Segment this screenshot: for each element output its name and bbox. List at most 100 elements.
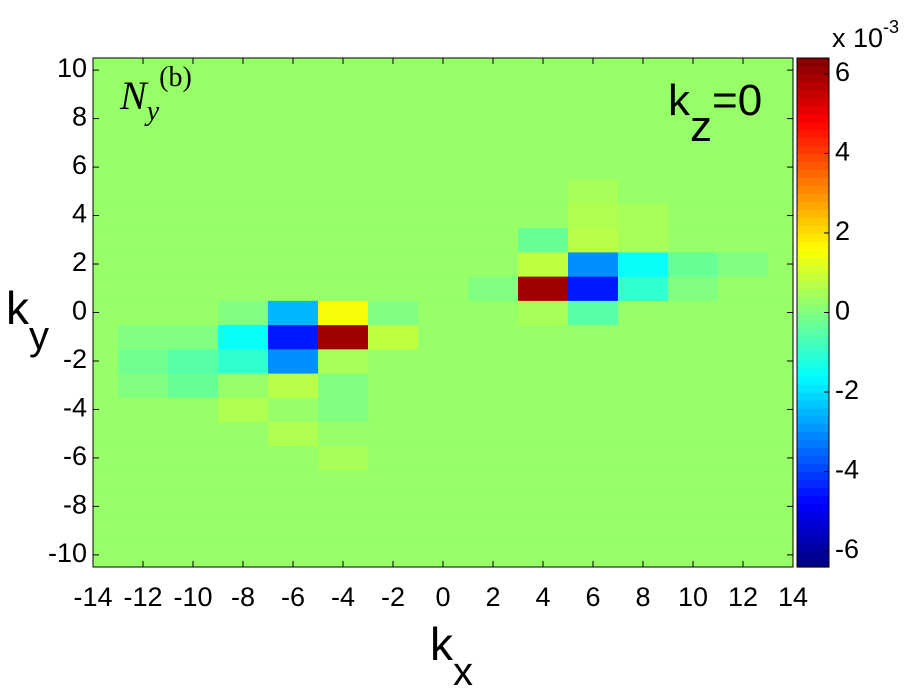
heat-cell — [318, 203, 369, 229]
heat-cell — [618, 470, 669, 495]
heat-cell — [93, 373, 119, 398]
x-tick-label: 12 — [728, 582, 758, 612]
heat-cell — [568, 494, 619, 520]
heat-cell — [718, 470, 769, 495]
title-base: N — [119, 73, 149, 118]
y-tick-label: 2 — [72, 247, 87, 277]
heat-cell — [368, 203, 419, 229]
x-tick-label: -2 — [381, 582, 405, 612]
heat-cell — [618, 227, 669, 253]
heat-cell — [568, 276, 619, 301]
heat-cell — [668, 154, 719, 180]
heat-cell — [318, 82, 369, 107]
heat-cell — [418, 203, 469, 229]
heat-cell — [168, 421, 219, 447]
heat-cell — [218, 203, 269, 229]
annotation: kz=0 — [668, 76, 762, 151]
heat-cell — [718, 130, 769, 156]
heat-cell — [118, 494, 169, 520]
heat-cell — [318, 324, 369, 350]
heat-cell — [618, 445, 669, 471]
heat-cell — [168, 300, 219, 326]
heat-cell — [718, 203, 769, 229]
y-axis-label: ky — [6, 282, 49, 357]
heat-cell — [368, 373, 419, 398]
heat-cell — [218, 324, 269, 350]
heat-cell — [768, 227, 793, 253]
colorbar-swatch — [797, 153, 829, 162]
heat-cell — [268, 300, 319, 326]
colorbar-swatch — [797, 296, 829, 306]
heat-cell — [168, 179, 219, 204]
heat-cell — [568, 421, 619, 447]
heat-cell — [618, 130, 669, 156]
heat-cell — [668, 227, 719, 253]
colorbar-label-sup: -3 — [883, 17, 899, 37]
colorbar-swatch — [797, 304, 829, 314]
colorbar-tick-label: 0 — [835, 296, 850, 326]
heat-cell — [118, 276, 169, 301]
heat-cell — [268, 348, 319, 374]
colorbar-swatch — [797, 376, 829, 385]
colorbar-swatch — [797, 248, 829, 258]
heat-cell — [268, 106, 319, 132]
heat-cell — [668, 470, 719, 495]
heat-cell — [218, 276, 269, 301]
heat-cell — [118, 227, 169, 253]
colorbar-swatch — [797, 177, 829, 186]
y-tick-label: 6 — [72, 150, 87, 180]
heat-cell — [418, 276, 469, 301]
colorbar-swatch — [797, 65, 829, 75]
heat-cell — [218, 373, 269, 398]
heat-cell — [218, 154, 269, 180]
colorbar-swatch — [797, 264, 829, 274]
heat-cell — [518, 300, 569, 326]
heat-cell — [168, 82, 219, 107]
heat-cell — [418, 154, 469, 180]
heat-cell — [468, 373, 519, 398]
heat-cell — [768, 130, 793, 156]
colorbar-label: x 10-3 — [832, 17, 899, 53]
colorbar-swatch — [797, 97, 829, 107]
x-tick-label: -10 — [173, 582, 212, 612]
heat-cell — [468, 251, 519, 277]
heat-cell — [218, 494, 269, 520]
colorbar-swatch — [797, 360, 829, 369]
heat-cell — [518, 421, 569, 447]
heat-cell — [668, 82, 719, 107]
y-tick-label: 10 — [57, 53, 87, 83]
heat-cell — [318, 445, 369, 471]
heat-cell — [318, 518, 369, 544]
colorbar-swatch — [797, 161, 829, 170]
heat-cell — [468, 179, 519, 204]
colorbar-swatch — [797, 535, 829, 544]
heat-cell — [118, 518, 169, 544]
colorbar-swatch — [797, 511, 829, 520]
heat-cell — [618, 494, 669, 520]
x-tick-label: 14 — [778, 582, 808, 612]
x-tick-label: -6 — [281, 582, 305, 612]
heat-cell — [768, 324, 793, 350]
heat-cell — [718, 227, 769, 253]
heat-cell — [418, 518, 469, 544]
heat-cell — [368, 106, 419, 132]
heat-cell — [668, 300, 719, 326]
colorbar-swatch — [797, 201, 829, 210]
colorbar-swatch — [797, 384, 829, 393]
heat-cell — [318, 470, 369, 495]
heat-cell — [668, 106, 719, 132]
heat-cell — [268, 251, 319, 277]
heat-cell — [568, 154, 619, 180]
heat-cell — [318, 227, 369, 253]
title: Ny(b) — [119, 62, 192, 127]
heat-cell — [368, 130, 419, 156]
colorbar-swatch — [797, 312, 829, 322]
heat-cell — [93, 470, 119, 495]
heat-cell — [768, 373, 793, 398]
title-sup: (b) — [159, 62, 192, 93]
colorbar-swatch — [797, 209, 829, 218]
heat-cell — [468, 518, 519, 544]
heat-cell — [418, 470, 469, 495]
colorbar-swatch — [797, 105, 829, 115]
colorbar-tick-label: -4 — [835, 455, 859, 485]
